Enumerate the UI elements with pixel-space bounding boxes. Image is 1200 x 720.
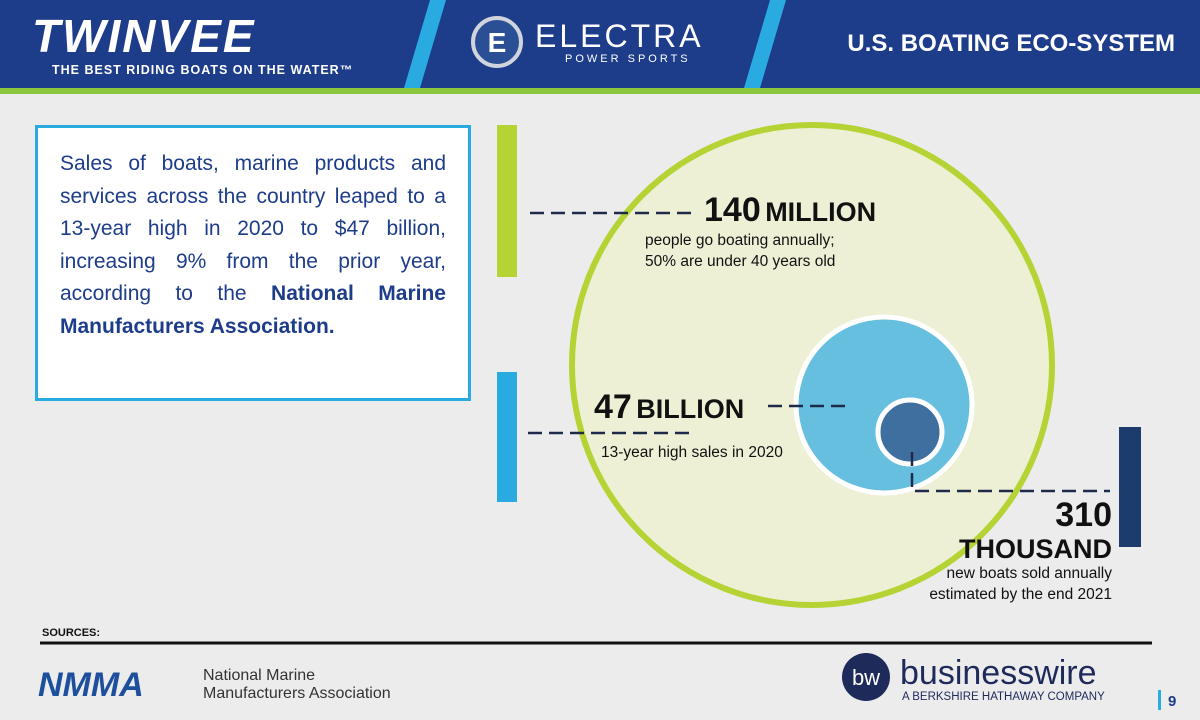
- partner-logo: ELECTRA: [535, 18, 704, 54]
- stat-number: 47: [594, 388, 632, 426]
- caption-line: estimated by the end 2021: [929, 586, 1112, 603]
- page-number: 9: [1168, 693, 1176, 710]
- bw-badge-text: bw: [852, 665, 880, 690]
- stat-unit: THOUSAND: [959, 534, 1112, 564]
- intro-box: Sales of boats, marine products and serv…: [35, 125, 471, 401]
- accent-bar: [497, 125, 517, 277]
- caption-line: 50% are under 40 years old: [645, 253, 836, 270]
- stat-caption: new boats sold annually estimated by the …: [929, 563, 1112, 605]
- header-title: U.S. BOATING ECO-SYSTEM: [847, 30, 1175, 57]
- brand-tagline: THE BEST RIDING BOATS ON THE WATER™: [52, 63, 353, 77]
- page-mark: [1158, 690, 1161, 710]
- accent-bar: [497, 372, 517, 502]
- nmma-logo: NMMA: [38, 666, 144, 704]
- stat-caption: people go boating annually; 50% are under…: [645, 230, 835, 272]
- caption-line: people go boating annually;: [645, 232, 835, 249]
- bw-logo: businesswire: [900, 654, 1097, 692]
- stat-unit: BILLION: [636, 394, 745, 424]
- sources-label: SOURCES:: [42, 627, 100, 639]
- stat: 47 BILLION: [594, 388, 744, 427]
- intro-emphasis: National Marine Manufacturers Associatio…: [60, 282, 446, 338]
- header-bar: [0, 0, 1200, 88]
- stat: 310 THOUSAND: [959, 498, 1112, 566]
- bw-badge: [842, 653, 890, 701]
- divider: [744, 0, 786, 88]
- intro-text: Sales of boats, marine products and serv…: [60, 152, 446, 305]
- caption-line: new boats sold annually: [946, 565, 1112, 582]
- stat-number: 140: [704, 191, 761, 229]
- partner-badge-text: E: [488, 27, 507, 58]
- bw-sub: A BERKSHIRE HATHAWAY COMPANY: [902, 691, 1105, 703]
- stat: 140 MILLION: [704, 191, 876, 230]
- stat-number: 310: [1055, 496, 1112, 534]
- caption-line: 13-year high sales in 2020: [601, 444, 783, 461]
- inner-circle: [875, 397, 945, 467]
- nmma-name: Manufacturers Association: [203, 685, 391, 702]
- partner-badge: [471, 16, 523, 68]
- stat-caption: 13-year high sales in 2020: [601, 442, 783, 463]
- stat-unit: MILLION: [765, 197, 877, 227]
- partner-sub: POWER SPORTS: [565, 53, 691, 65]
- leaders: [528, 211, 1110, 493]
- header-rule: [0, 88, 1200, 94]
- nmma-name: National Marine: [203, 667, 315, 684]
- divider: [404, 0, 446, 88]
- brand-logo: TWINVEE: [32, 10, 256, 62]
- accent-bar: [1119, 427, 1141, 547]
